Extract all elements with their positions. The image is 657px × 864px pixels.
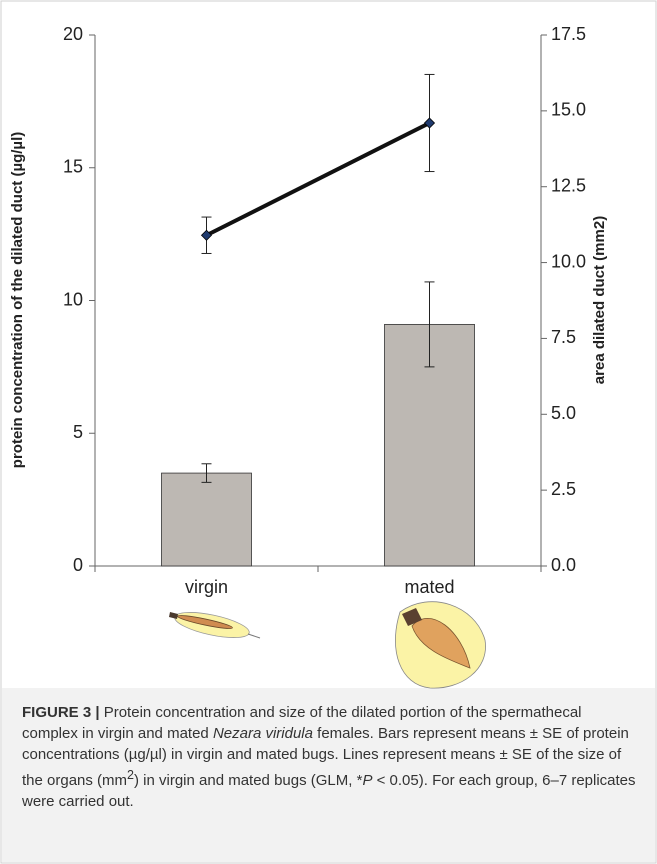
- y2-tick-label: 7.5: [551, 327, 576, 347]
- bar: [161, 472, 252, 567]
- y-tick-label: 15: [63, 157, 83, 177]
- mated-organ-icon: [395, 601, 486, 689]
- y2-tick-label: 0.0: [551, 555, 576, 575]
- caption-text: < 0.05). For each group, 6–7 replicates …: [22, 772, 636, 810]
- caption-italic: P: [362, 772, 373, 789]
- caption-text: ) in virgin and mated bugs (GLM, *: [134, 772, 363, 789]
- caption-species: Nezara viridula: [212, 725, 313, 742]
- y2-axis-title: area dilated duct (mm2): [591, 216, 608, 384]
- y-tick-label: 5: [73, 422, 83, 442]
- virgin-organ-icon: [169, 612, 261, 639]
- caption-background: [2, 688, 655, 862]
- marker: [423, 117, 436, 129]
- line: [205, 121, 431, 238]
- y2-tick-label: 10.0: [551, 251, 586, 271]
- y2-tick-label: 2.5: [551, 479, 576, 499]
- caption-label: FIGURE 3 |: [22, 704, 100, 721]
- y-tick-label: 10: [63, 289, 83, 309]
- y2-tick-label: 17.5: [551, 24, 586, 44]
- x-tick-label: mated: [404, 577, 454, 597]
- caption-text: Protein concentration and size of the di…: [22, 704, 582, 742]
- caption-superscript: 2: [127, 768, 134, 782]
- y2-tick-label: 12.5: [551, 175, 586, 195]
- y-tick-label: 0: [73, 555, 83, 575]
- marker: [200, 229, 213, 241]
- x-tick-label: virgin: [185, 577, 228, 597]
- y2-tick-label: 5.0: [551, 403, 576, 423]
- y-axis-title: protein concentration of the dilated duc…: [9, 132, 26, 468]
- caption: FIGURE 3 | Protein concentration and siz…: [22, 702, 637, 812]
- y-tick-label: 20: [63, 24, 83, 44]
- y2-tick-label: 15.0: [551, 100, 586, 120]
- caption-text: females. Bars represent means ± SE of pr…: [22, 725, 629, 789]
